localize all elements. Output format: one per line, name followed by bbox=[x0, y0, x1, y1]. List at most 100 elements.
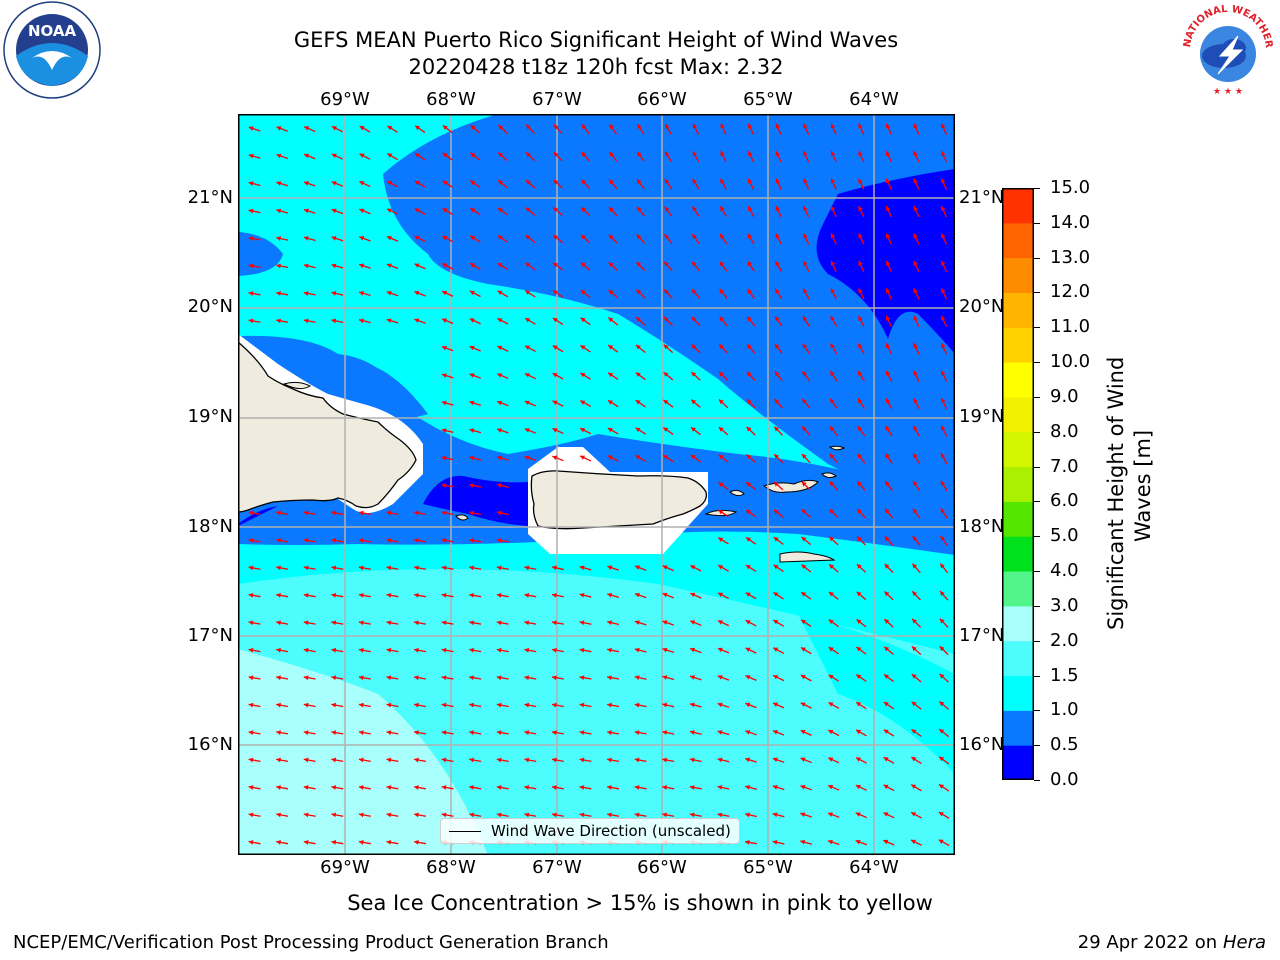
wave-direction-arrowhead bbox=[940, 563, 945, 569]
wave-direction-arrowhead bbox=[496, 483, 502, 488]
wave-direction-arrowhead bbox=[830, 123, 836, 129]
wave-direction-arrowhead bbox=[690, 675, 695, 680]
wave-direction-arrowhead bbox=[303, 291, 309, 296]
colorbar-tick-mark bbox=[1034, 501, 1040, 503]
colorbar-tick-mark bbox=[1034, 605, 1040, 607]
wave-direction-arrowhead bbox=[608, 372, 614, 378]
wave-direction-arrowhead bbox=[911, 839, 917, 845]
wave-direction-arrowhead bbox=[496, 510, 502, 516]
wave-direction-arrowhead bbox=[497, 235, 503, 240]
wave-direction-arrowhead bbox=[857, 398, 863, 404]
wave-direction-arrowhead bbox=[883, 812, 889, 817]
footer-date-prefix: 29 Apr 2022 on bbox=[1077, 932, 1223, 953]
wave-direction-arrowhead bbox=[719, 261, 725, 267]
wave-direction-arrowhead bbox=[359, 263, 365, 269]
colorbar-swatches bbox=[1002, 188, 1034, 781]
colorbar-title-line2: Waves [m] bbox=[1131, 429, 1155, 542]
wave-direction-arrowhead bbox=[580, 262, 586, 268]
wave-direction-arrowhead bbox=[662, 730, 668, 735]
wave-direction-arrowhead bbox=[387, 153, 393, 158]
colorbar-tick-mark bbox=[1034, 362, 1040, 364]
colorbar-tick-label: 7.0 bbox=[1050, 455, 1079, 477]
wave-direction-arrowhead bbox=[664, 289, 669, 295]
colorbar-tick-label: 10.0 bbox=[1050, 351, 1091, 373]
wave-direction-arrowhead bbox=[800, 784, 806, 790]
wave-direction-arrowhead bbox=[359, 153, 365, 158]
wave-direction-arrowhead bbox=[581, 124, 587, 130]
lat-tick-left-18n: 18°N bbox=[187, 516, 233, 537]
wave-direction-arrowhead bbox=[634, 702, 640, 708]
wave-direction-arrowhead bbox=[580, 317, 586, 323]
wave-direction-arrowhead bbox=[883, 757, 889, 762]
wave-direction-arrowhead bbox=[745, 564, 751, 570]
lat-tick-right-20n: 20°N bbox=[959, 296, 1005, 317]
wave-direction-arrowhead bbox=[414, 208, 420, 213]
wave-direction-arrowhead bbox=[524, 702, 530, 708]
lon-tick-top-66w: 66°W bbox=[637, 89, 687, 110]
wave-direction-arrowhead bbox=[802, 426, 807, 432]
lat-tick-right-16n: 16°N bbox=[959, 734, 1005, 755]
wave-direction-arrowhead bbox=[803, 260, 808, 266]
wave-direction-arrowhead bbox=[662, 675, 668, 680]
wave-direction-arrowhead bbox=[497, 290, 503, 296]
colorbar-frame bbox=[1002, 188, 1034, 780]
wave-direction-arrowhead bbox=[913, 288, 918, 294]
wave-direction-arrowhead bbox=[748, 151, 753, 157]
wave-direction-arrowhead bbox=[469, 510, 474, 516]
wave-direction-arrowhead bbox=[552, 400, 558, 405]
colorbar-ticks: 0.0 0.5 1.0 1.5 2.0 3.0 4.0 5.0 6.0 7.0 8.0 9.0 10.0… bbox=[1034, 178, 1094, 790]
wave-direction-arrowhead bbox=[441, 702, 447, 708]
wave-direction-arrowhead bbox=[276, 702, 281, 708]
wave-direction-arrowhead bbox=[718, 537, 724, 542]
colorbar-title-line1: Significant Height of Wind bbox=[1104, 356, 1128, 630]
wave-direction-arrowhead bbox=[855, 839, 861, 845]
wave-direction-arrowhead bbox=[551, 757, 557, 763]
wave-direction-arrowhead bbox=[359, 236, 365, 241]
wave-direction-arrowhead bbox=[718, 509, 724, 515]
wave-direction-arrowhead bbox=[525, 235, 531, 240]
lon-tick-bottom-64w: 64°W bbox=[849, 857, 899, 878]
wave-direction-arrowhead bbox=[720, 206, 725, 212]
wave-direction-arrowhead bbox=[358, 757, 364, 763]
lon-tick-bottom-65w: 65°W bbox=[743, 857, 793, 878]
wave-direction-arrowhead bbox=[579, 812, 585, 818]
colorbar-tick-label: 1.0 bbox=[1050, 699, 1079, 721]
wave-direction-arrowhead bbox=[497, 428, 502, 433]
wave-direction-arrowhead bbox=[469, 483, 475, 488]
wave-direction-arrowhead bbox=[803, 288, 808, 294]
wave-direction-arrowhead bbox=[359, 208, 365, 214]
wave-direction-arrowhead bbox=[441, 730, 447, 735]
wave-direction-arrowhead bbox=[525, 345, 531, 350]
wave-direction-arrowhead bbox=[664, 206, 670, 212]
wave-direction-arrowhead bbox=[331, 153, 337, 159]
wave-direction-arrowhead bbox=[940, 508, 946, 514]
colorbar-swatch bbox=[1002, 222, 1034, 259]
wave-direction-arrowhead bbox=[689, 812, 695, 818]
wave-direction-arrowhead bbox=[524, 593, 530, 598]
wave-direction-arrowhead bbox=[802, 371, 808, 377]
wave-direction-arrowhead bbox=[303, 208, 309, 214]
wave-direction-arrowhead bbox=[414, 538, 419, 543]
wave-direction-arrowhead bbox=[858, 343, 863, 349]
wave-direction-arrowhead bbox=[248, 647, 254, 653]
wave-direction-arrowhead bbox=[691, 316, 697, 322]
colorbar-tick-label: 2.0 bbox=[1050, 629, 1079, 651]
wave-direction-arrowhead bbox=[635, 565, 640, 570]
wave-direction-arrowhead bbox=[885, 260, 891, 266]
wave-direction-arrowhead bbox=[386, 675, 392, 681]
wave-direction-arrowhead bbox=[746, 509, 752, 515]
map-gridlines bbox=[238, 114, 955, 855]
wave-direction-arrowhead bbox=[717, 620, 723, 625]
wave-direction-arrowhead bbox=[525, 179, 531, 185]
wave-direction-arrowhead bbox=[911, 674, 917, 679]
wave-direction-arrowhead bbox=[386, 785, 392, 790]
footer-date: 29 Apr 2022 on Hera bbox=[1078, 932, 1266, 953]
wave-direction-arrowhead bbox=[358, 675, 364, 681]
wave-direction-arrowhead bbox=[581, 179, 587, 185]
wave-direction-arrowhead bbox=[496, 730, 502, 735]
lon-tick-top-69w: 69°W bbox=[320, 89, 370, 110]
lat-tick-left-17n: 17°N bbox=[187, 625, 233, 646]
wave-direction-arrowhead bbox=[526, 124, 531, 130]
wave-direction-arrowhead bbox=[414, 263, 420, 268]
wave-height-map bbox=[238, 114, 955, 855]
